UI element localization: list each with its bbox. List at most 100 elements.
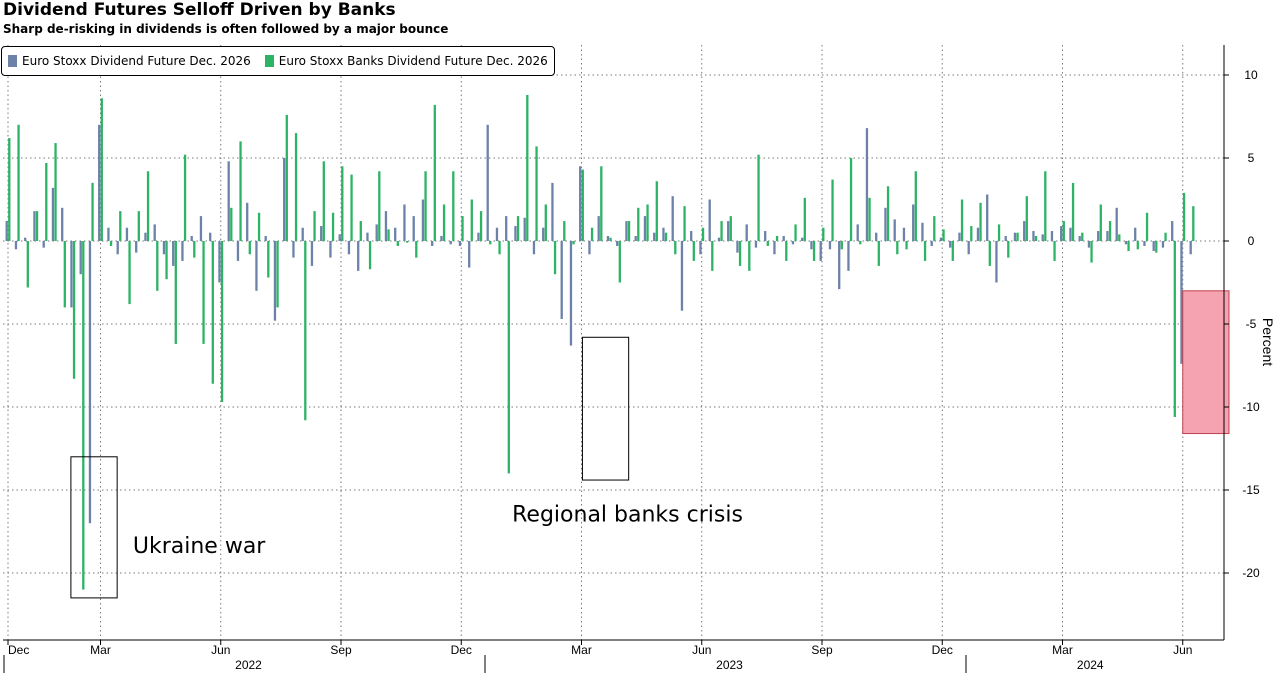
bar (745, 224, 748, 241)
bar (433, 104, 436, 241)
bar (597, 216, 600, 241)
bar (477, 232, 480, 241)
bar (1155, 241, 1158, 253)
bar (107, 227, 110, 241)
bar (51, 187, 55, 241)
bar (125, 227, 129, 241)
bar (230, 207, 233, 241)
x-tick-label: Dec (8, 643, 29, 657)
bar (24, 237, 27, 241)
bar (516, 216, 520, 241)
bar (1053, 241, 1056, 261)
bar (202, 241, 205, 344)
bar (764, 231, 767, 241)
bar (183, 154, 187, 241)
annotation-label: Ukraine war (133, 534, 266, 559)
bar (875, 232, 878, 241)
bar (951, 241, 954, 261)
legend-swatch (8, 55, 17, 67)
bar (865, 128, 869, 241)
bar (838, 241, 841, 290)
bar (162, 241, 166, 255)
bar (98, 124, 101, 241)
bar (775, 236, 779, 241)
bar (304, 241, 307, 421)
y-tick-label: 10 (1244, 68, 1258, 82)
bar (717, 237, 721, 241)
bar (285, 114, 288, 241)
bar (532, 241, 536, 255)
bar (227, 161, 230, 241)
bar (960, 199, 964, 241)
bar (923, 241, 927, 261)
bar (553, 241, 557, 275)
bar (856, 224, 859, 241)
bar (359, 221, 362, 241)
bar (791, 241, 795, 245)
bar (135, 241, 138, 253)
x-tick-label: Dec (932, 643, 953, 657)
bar (375, 224, 378, 241)
bar (1044, 171, 1047, 241)
bar (273, 241, 277, 321)
y-tick-label: -10 (1242, 400, 1260, 414)
y-axis-title: Percent (1260, 318, 1276, 366)
bar (773, 241, 776, 255)
bar (128, 241, 131, 305)
bar (551, 182, 554, 241)
bar (1171, 221, 1174, 241)
bar (997, 224, 1001, 241)
bar (384, 211, 388, 241)
bar (921, 222, 924, 241)
bar (495, 227, 499, 241)
bar (914, 171, 917, 241)
bar (26, 241, 29, 288)
bar (1134, 227, 1137, 241)
bar (544, 204, 547, 241)
bar (609, 237, 612, 241)
bar (680, 241, 684, 311)
bar (458, 241, 462, 246)
bar (415, 241, 418, 258)
bar (674, 241, 677, 255)
bar (535, 146, 538, 241)
bar (828, 241, 832, 250)
bar (1152, 241, 1155, 251)
legend-item-dividend-future: Euro Stoxx Dividend Future Dec. 2026 (8, 54, 251, 68)
bar (1090, 241, 1093, 263)
bar (366, 232, 369, 241)
bar (729, 216, 732, 241)
y-tick-label: -5 (1246, 317, 1257, 331)
bar (563, 221, 566, 241)
bar (507, 241, 510, 474)
bar (1087, 241, 1091, 248)
bar (88, 241, 92, 524)
bar (70, 241, 73, 308)
bar (421, 199, 425, 241)
bar (109, 241, 113, 246)
bar (424, 171, 427, 241)
bar (893, 219, 896, 241)
bar (1189, 241, 1192, 255)
bar (1164, 232, 1167, 241)
bar (581, 169, 584, 241)
bar (884, 207, 887, 241)
bar (220, 241, 224, 403)
legend-label: Euro Stoxx Banks Dividend Future Dec. 20… (278, 54, 548, 68)
bar (396, 241, 399, 246)
x-tick-label: Dec (451, 643, 472, 657)
bar (616, 241, 619, 246)
bar (137, 211, 140, 241)
bar (736, 241, 739, 253)
bar (91, 182, 94, 241)
bar (859, 241, 862, 245)
bar (1081, 232, 1084, 241)
axes: 10 5 0 -5 -10 -15 -20 Dec Mar Jun Sep Dec Mar Jun Sep D… (3, 45, 1276, 673)
x-tick-label: Jun (1173, 643, 1192, 657)
bar (54, 143, 57, 241)
bar (692, 241, 695, 261)
bar (341, 166, 344, 241)
bar (634, 236, 637, 241)
bar (995, 241, 998, 283)
bar (72, 241, 76, 379)
